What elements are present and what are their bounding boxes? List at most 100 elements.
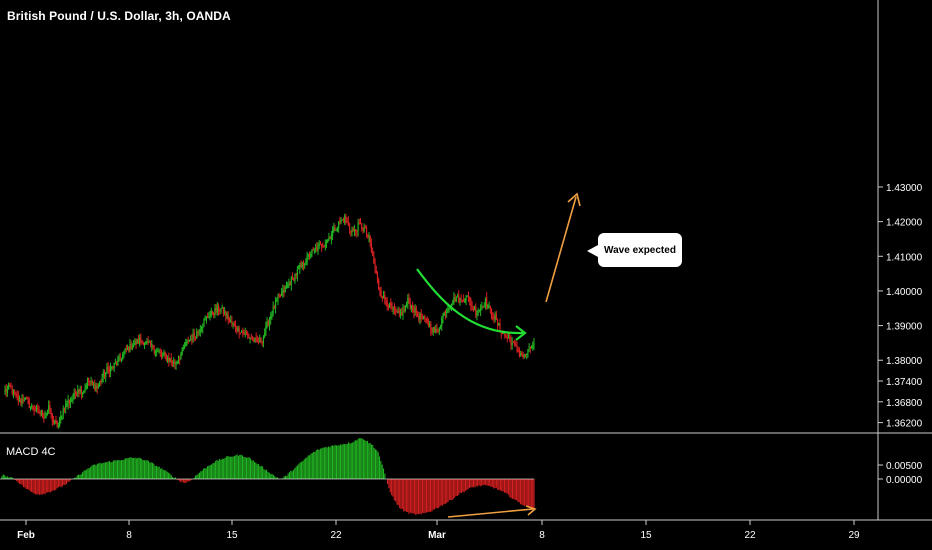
wave-expected-callout[interactable]: Wave expected xyxy=(587,233,682,267)
macd-bar xyxy=(337,445,339,479)
macd-bar xyxy=(33,479,35,494)
orange-up-arrow[interactable] xyxy=(545,196,577,303)
macd-bar xyxy=(245,457,248,479)
macd-bar xyxy=(151,462,154,479)
candle-body xyxy=(125,347,127,350)
macd-bar xyxy=(330,445,332,479)
candle-body xyxy=(412,304,414,312)
candle-body xyxy=(159,351,161,353)
drawings[interactable] xyxy=(416,192,581,518)
candle-body xyxy=(336,226,339,230)
macd-bar xyxy=(298,463,300,479)
macd-bar xyxy=(311,452,313,479)
candle-body xyxy=(313,248,315,250)
macd-bar xyxy=(212,463,214,479)
candle-body xyxy=(171,361,174,364)
candle-body xyxy=(385,299,387,303)
macd-bar xyxy=(221,458,223,479)
candle-body xyxy=(436,328,438,332)
candle-body xyxy=(245,332,248,335)
macd-bar xyxy=(28,479,30,490)
green-curve-arrow[interactable] xyxy=(416,268,524,335)
candle-body xyxy=(32,406,34,409)
macd-bar xyxy=(360,438,362,479)
macd-bar xyxy=(302,460,304,479)
candle-body xyxy=(251,338,254,340)
candle-body xyxy=(56,421,58,427)
candle-body xyxy=(358,222,360,224)
candle-body xyxy=(339,220,341,222)
macd-bar xyxy=(86,469,88,479)
macd-bar xyxy=(382,468,385,479)
macd-bar xyxy=(65,479,68,485)
candle-body xyxy=(453,296,455,303)
macd-bar xyxy=(197,473,199,479)
candle-body xyxy=(221,307,223,309)
candle-body xyxy=(439,325,442,329)
macd-bar xyxy=(349,443,351,479)
macd-bar xyxy=(94,464,96,479)
candle-body xyxy=(80,389,83,395)
macd-bar xyxy=(318,449,320,479)
candle-body xyxy=(283,290,285,293)
candle-body xyxy=(89,381,91,383)
macd-bar xyxy=(188,479,190,482)
macd-bar xyxy=(255,462,257,479)
macd-divergence-line[interactable] xyxy=(447,508,534,518)
macd-bar xyxy=(67,479,69,482)
macd-bar xyxy=(425,479,428,513)
candle-body xyxy=(305,261,307,265)
macd-bar xyxy=(84,470,86,479)
candle-body xyxy=(199,330,201,332)
candle-body xyxy=(40,411,42,415)
candle-body xyxy=(78,389,80,392)
candle-body xyxy=(427,323,430,326)
candle-body xyxy=(497,319,499,325)
macd-bar xyxy=(209,465,211,479)
macd-bar xyxy=(99,462,101,479)
candle-body xyxy=(10,387,12,389)
candle-body xyxy=(516,346,518,351)
candle-body xyxy=(265,325,267,334)
macd-bar xyxy=(389,479,391,493)
candle-body xyxy=(90,380,92,382)
macd-bar xyxy=(131,457,133,479)
macd-bar xyxy=(346,444,348,479)
candle-body xyxy=(380,291,382,297)
macd-bar xyxy=(173,477,175,479)
macd-bar xyxy=(498,479,500,491)
candle-body xyxy=(381,296,383,298)
candle-body xyxy=(44,415,46,419)
macd-bar xyxy=(348,442,350,479)
macd-bar xyxy=(345,443,347,479)
macd-bar xyxy=(517,479,519,502)
candle-body xyxy=(487,306,489,308)
macd-bar xyxy=(307,455,309,479)
candle-body xyxy=(151,344,153,347)
macd-bar xyxy=(322,447,324,479)
candle-body xyxy=(79,388,81,392)
y-tick-label: 1.36200 xyxy=(886,419,923,430)
candle-body xyxy=(418,315,420,320)
candle-body xyxy=(327,239,329,243)
x-tick-label: Feb xyxy=(17,530,35,541)
macd-bar xyxy=(378,456,381,479)
macd-bar xyxy=(323,447,325,479)
macd-bar xyxy=(137,458,139,479)
candle-body xyxy=(386,301,388,307)
macd-bar xyxy=(157,466,159,479)
candle-body xyxy=(278,295,280,297)
candle-body xyxy=(488,305,490,308)
candle-body xyxy=(213,313,215,315)
candle-body xyxy=(122,354,124,359)
macd-bar xyxy=(428,479,430,513)
macd-bar xyxy=(477,479,479,487)
macd-bar xyxy=(423,479,425,514)
macd-bar xyxy=(96,463,98,479)
macd-bar xyxy=(350,443,352,479)
macd-bar xyxy=(224,457,226,479)
macd-bar xyxy=(362,439,364,479)
macd-bar xyxy=(338,445,340,479)
candle-body xyxy=(264,333,266,336)
